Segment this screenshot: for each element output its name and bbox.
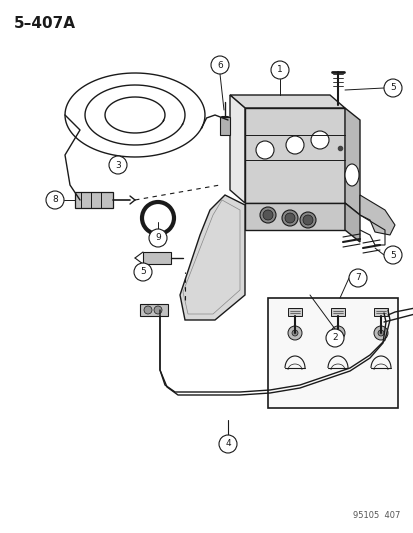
Bar bbox=[330, 308, 344, 316]
Polygon shape bbox=[359, 195, 394, 235]
Circle shape bbox=[134, 263, 152, 281]
Text: 3: 3 bbox=[115, 160, 121, 169]
Circle shape bbox=[259, 207, 275, 223]
Polygon shape bbox=[230, 95, 344, 108]
Text: 4: 4 bbox=[225, 440, 230, 448]
Circle shape bbox=[149, 229, 166, 247]
Polygon shape bbox=[230, 95, 244, 203]
Circle shape bbox=[262, 210, 272, 220]
Circle shape bbox=[285, 136, 303, 154]
Circle shape bbox=[377, 330, 383, 336]
Circle shape bbox=[373, 326, 387, 340]
Text: 9: 9 bbox=[155, 233, 161, 243]
Circle shape bbox=[334, 330, 340, 336]
Circle shape bbox=[383, 246, 401, 264]
Text: 2: 2 bbox=[331, 334, 337, 343]
Circle shape bbox=[330, 326, 344, 340]
Bar bbox=[373, 308, 387, 316]
Circle shape bbox=[325, 329, 343, 347]
Text: 5: 5 bbox=[389, 251, 395, 260]
Bar bbox=[142, 252, 171, 264]
Circle shape bbox=[310, 131, 328, 149]
Bar bbox=[287, 308, 301, 316]
Text: 95105  407: 95105 407 bbox=[352, 511, 399, 520]
Circle shape bbox=[271, 61, 288, 79]
Text: 6: 6 bbox=[216, 61, 222, 69]
Text: 5: 5 bbox=[140, 268, 145, 277]
Polygon shape bbox=[180, 195, 244, 320]
Circle shape bbox=[281, 210, 297, 226]
Text: 1: 1 bbox=[276, 66, 282, 75]
Text: 7: 7 bbox=[354, 273, 360, 282]
Text: 8: 8 bbox=[52, 196, 58, 205]
Polygon shape bbox=[244, 203, 344, 230]
Circle shape bbox=[211, 56, 228, 74]
Bar bbox=[267, 298, 397, 408]
Circle shape bbox=[109, 156, 127, 174]
Bar bbox=[219, 117, 230, 135]
Circle shape bbox=[255, 141, 273, 159]
Circle shape bbox=[348, 269, 366, 287]
Circle shape bbox=[299, 212, 315, 228]
Text: 5: 5 bbox=[389, 84, 395, 93]
Polygon shape bbox=[344, 108, 359, 215]
Circle shape bbox=[383, 79, 401, 97]
Ellipse shape bbox=[344, 164, 358, 186]
Circle shape bbox=[218, 435, 236, 453]
Text: 5–407A: 5–407A bbox=[14, 16, 76, 31]
Circle shape bbox=[46, 191, 64, 209]
Circle shape bbox=[144, 306, 152, 314]
Circle shape bbox=[154, 306, 161, 314]
Polygon shape bbox=[344, 203, 359, 242]
Bar bbox=[75, 192, 113, 208]
Circle shape bbox=[302, 215, 312, 225]
Polygon shape bbox=[244, 108, 344, 203]
Bar bbox=[140, 304, 168, 316]
Circle shape bbox=[291, 330, 297, 336]
Circle shape bbox=[284, 213, 294, 223]
Circle shape bbox=[287, 326, 301, 340]
